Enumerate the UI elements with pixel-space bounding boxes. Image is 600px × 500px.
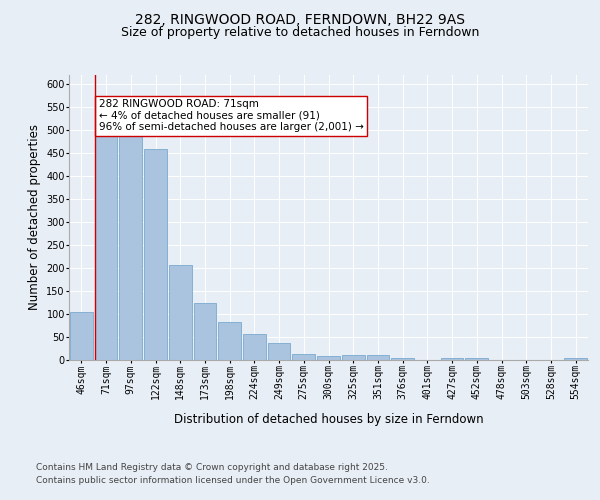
Bar [95,134,118,360]
Bar [391,358,414,360]
Bar [144,148,167,360]
Bar [218,322,241,360]
Bar [119,134,142,360]
Text: Contains public sector information licensed under the Open Government Licence v3: Contains public sector information licen… [36,476,430,485]
Bar [564,358,587,360]
Text: 282 RINGWOOD ROAD: 71sqm
← 4% of detached houses are smaller (91)
96% of semi-de: 282 RINGWOOD ROAD: 71sqm ← 4% of detache… [98,99,364,132]
Text: Contains HM Land Registry data © Crown copyright and database right 2025.: Contains HM Land Registry data © Crown c… [36,462,388,471]
Bar [466,358,488,360]
Text: Size of property relative to detached houses in Ferndown: Size of property relative to detached ho… [121,26,479,39]
Bar [342,355,365,360]
Bar [292,354,315,360]
Bar [367,356,389,360]
Text: 282, RINGWOOD ROAD, FERNDOWN, BH22 9AS: 282, RINGWOOD ROAD, FERNDOWN, BH22 9AS [135,12,465,26]
Bar [70,312,93,360]
Bar [243,334,266,360]
Y-axis label: Number of detached properties: Number of detached properties [28,124,41,310]
Text: Distribution of detached houses by size in Ferndown: Distribution of detached houses by size … [174,412,484,426]
Bar [194,304,216,360]
Bar [169,265,191,360]
Bar [268,342,290,360]
Bar [441,358,463,360]
Bar [317,356,340,360]
